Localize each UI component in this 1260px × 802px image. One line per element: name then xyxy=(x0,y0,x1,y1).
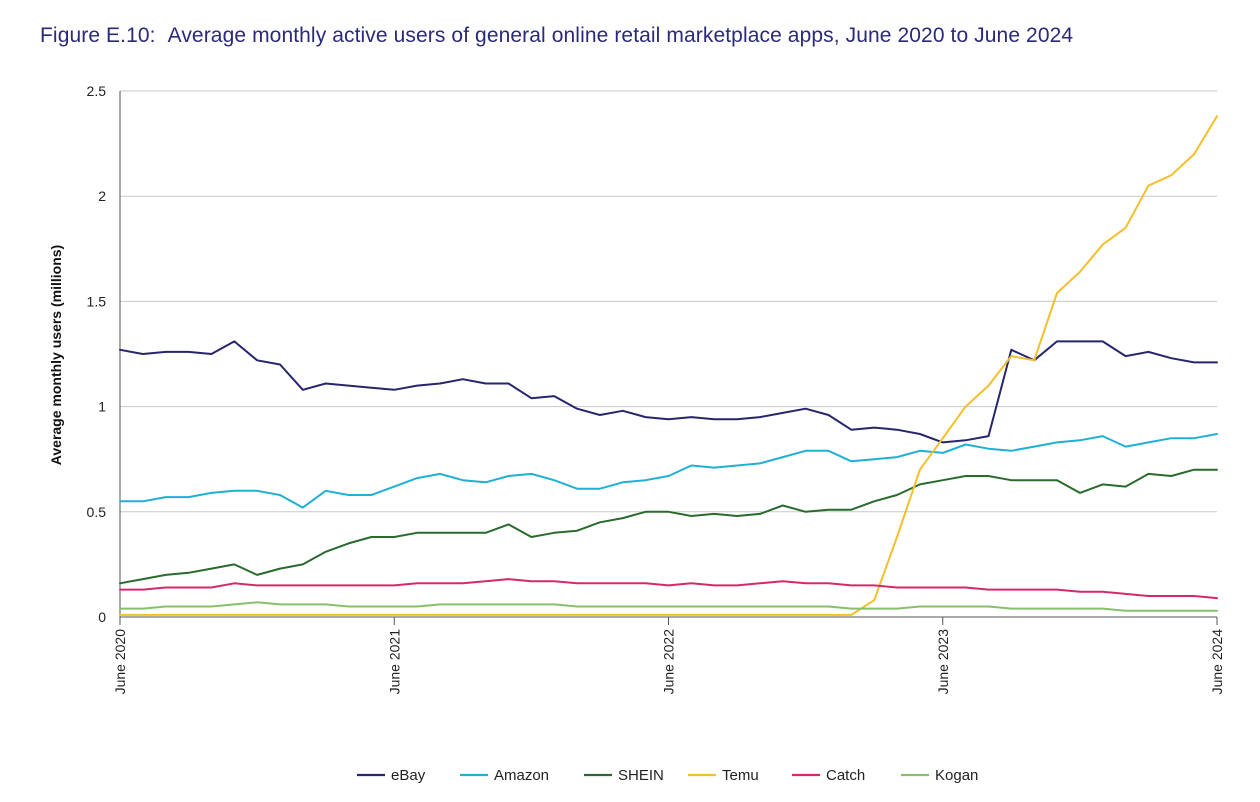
figure-caption: Average monthly active users of general … xyxy=(167,24,1074,47)
x-tick-label: June 2021 xyxy=(386,629,402,695)
x-tick-label: June 2020 xyxy=(112,629,128,695)
y-tick-label: 1 xyxy=(98,399,106,415)
gridlines xyxy=(120,90,1217,513)
y-tick-label: 0.5 xyxy=(87,504,107,520)
series-line-temu xyxy=(119,115,1218,616)
y-axis-ticks: 0 0.5 1 1.5 2 2.5 xyxy=(87,83,107,625)
figure-label: Figure E.10: xyxy=(40,24,156,47)
x-tick-label: June 2023 xyxy=(935,629,951,695)
legend-label-shein: SHEIN xyxy=(618,767,664,784)
series-line-catch xyxy=(119,578,1218,600)
y-axis-label: Average monthly users (millions) xyxy=(48,245,64,465)
y-tick-label: 2.5 xyxy=(87,83,107,99)
legend-label-catch: Catch xyxy=(826,767,865,784)
series-lines xyxy=(119,115,1218,616)
x-tick-label: June 2024 xyxy=(1209,629,1225,695)
axes xyxy=(119,91,1217,618)
series-line-amazon xyxy=(119,433,1218,509)
series-line-shein xyxy=(119,468,1218,585)
x-tick-label: June 2022 xyxy=(661,629,677,695)
series-line-ebay xyxy=(119,340,1218,444)
series-line-kogan xyxy=(119,601,1218,612)
legend-label-kogan: Kogan xyxy=(935,767,978,784)
y-tick-label: 1.5 xyxy=(87,293,107,309)
figure-title: Figure E.10: Average monthly active users… xyxy=(40,24,1073,48)
legend-label-ebay: eBay xyxy=(391,767,426,784)
legend: eBay Amazon SHEIN Temu Catch Kogan xyxy=(357,767,978,784)
y-tick-label: 0 xyxy=(98,609,106,625)
legend-label-temu: Temu xyxy=(722,767,759,784)
legend-label-amazon: Amazon xyxy=(494,767,549,784)
x-axis-ticks: June 2020 June 2021 June 2022 June 2023 June… xyxy=(112,617,1225,694)
y-tick-label: 2 xyxy=(98,188,106,204)
